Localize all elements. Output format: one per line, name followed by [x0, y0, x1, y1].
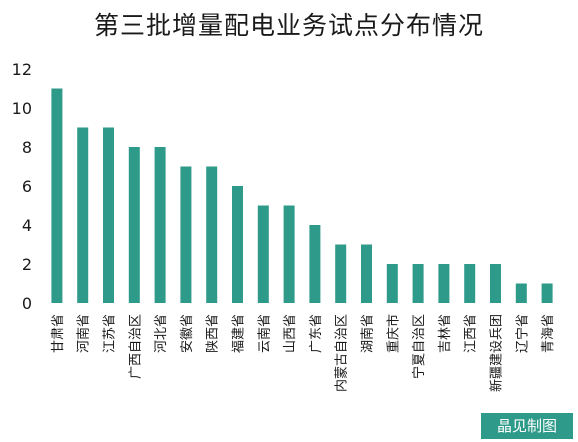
bar — [309, 225, 321, 303]
x-tick-label: 河南省 — [76, 314, 92, 353]
bar — [464, 264, 476, 303]
bar — [180, 166, 192, 303]
bar — [490, 264, 501, 303]
y-tick-label: 12 — [12, 60, 32, 79]
x-tick-label: 辽宁省 — [514, 314, 530, 353]
y-tick-label: 6 — [22, 177, 32, 196]
bar — [232, 186, 243, 303]
watermark-label: 晶见制图 — [481, 413, 573, 439]
bar — [128, 147, 140, 303]
bar — [154, 147, 166, 303]
x-tick-label: 河北省 — [154, 314, 169, 353]
bar — [257, 205, 269, 303]
x-tick-label: 江苏省 — [102, 314, 118, 353]
chart-title: 第三批增量配电业务试点分布情况 — [93, 11, 484, 40]
bar — [361, 244, 372, 303]
y-tick-label: 2 — [22, 255, 32, 274]
bar — [438, 264, 450, 303]
bar — [541, 283, 553, 303]
bar — [206, 166, 218, 303]
x-tick-label: 江西省 — [464, 314, 479, 353]
bar — [103, 127, 114, 303]
x-tick-label: 陕西省 — [206, 314, 221, 353]
y-tick-label: 8 — [22, 138, 32, 157]
bar — [283, 205, 295, 303]
y-axis: 0 2 4 6 8 10 12 — [12, 60, 32, 313]
x-tick-label: 广西自治区 — [128, 314, 143, 379]
x-tick-label: 安徽省 — [180, 314, 195, 353]
bar — [412, 264, 424, 303]
bar — [51, 88, 63, 303]
x-axis: 甘肃省 河南省 江苏省 广西自治区 河北省 安徽省 陕西省 福建省 云南省 山西省 广东省 内蒙古自治… — [51, 314, 556, 392]
x-tick-label: 湖南省 — [360, 314, 376, 353]
y-tick-label: 4 — [22, 216, 32, 235]
x-tick-label: 新疆建设兵团 — [489, 314, 505, 392]
bars — [51, 88, 553, 303]
x-tick-label: 福建省 — [232, 314, 247, 353]
x-tick-label: 广东省 — [309, 314, 324, 353]
x-tick-label: 吉林省 — [438, 314, 453, 353]
x-tick-label: 甘肃省 — [51, 314, 66, 353]
x-tick-label: 宁夏自治区 — [411, 314, 427, 379]
y-tick-label: 0 — [22, 294, 32, 313]
bar — [386, 264, 398, 303]
y-tick-label: 10 — [12, 99, 32, 118]
bar — [515, 283, 527, 303]
x-tick-label: 云南省 — [256, 314, 272, 353]
x-tick-label: 山西省 — [283, 314, 298, 353]
bar — [335, 244, 347, 303]
bar — [77, 127, 89, 303]
x-tick-label: 青海省 — [541, 314, 556, 353]
x-tick-label: 重庆市 — [385, 314, 401, 353]
x-tick-label: 内蒙古自治区 — [334, 314, 350, 392]
